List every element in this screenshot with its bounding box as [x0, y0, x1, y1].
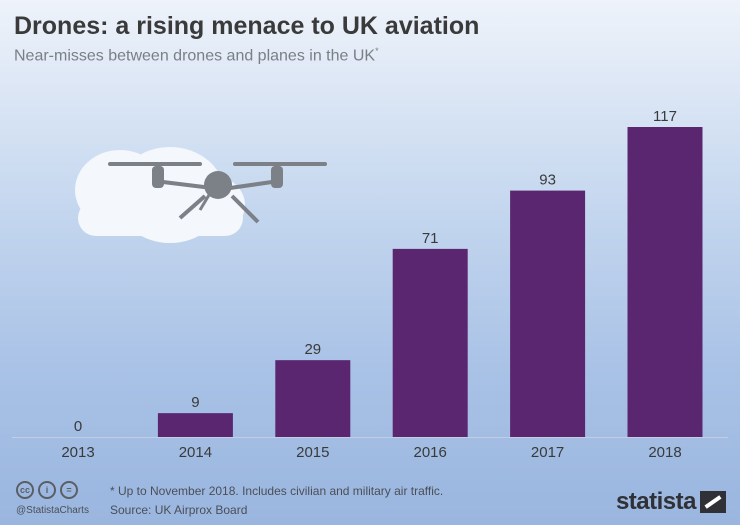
brand-name: statista	[615, 488, 697, 515]
value-label-2016: 71	[422, 230, 439, 247]
bar-2016	[392, 248, 468, 437]
attribution-icon: i	[38, 481, 56, 499]
subtitle-footnote-mark: *	[375, 46, 379, 56]
value-label-2014: 9	[191, 394, 199, 411]
tick-label-2014: 2014	[179, 444, 212, 461]
drone-icon	[108, 162, 327, 224]
footnote: * Up to November 2018. Includes civilian…	[110, 484, 444, 498]
subtitle-text: Near-misses between drones and planes in…	[14, 47, 376, 65]
tick-label-2013: 2013	[61, 444, 94, 461]
brand-mark-icon	[700, 491, 726, 513]
tick-label-2017: 2017	[531, 444, 564, 461]
chart-subtitle: Near-misses between drones and planes in…	[14, 46, 379, 65]
value-label-2013: 0	[74, 418, 82, 435]
bar-2014	[157, 413, 233, 437]
value-label-2017: 93	[539, 172, 556, 189]
bar-2018	[627, 127, 703, 437]
no-derivatives-icon: =	[60, 481, 78, 499]
cloud-illustration	[75, 147, 245, 243]
statista-logo: statista	[616, 488, 726, 516]
source-note: Source: UK Airprox Board	[110, 503, 248, 517]
tick-label-2016: 2016	[414, 444, 447, 461]
tick-label-2015: 2015	[296, 444, 329, 461]
value-label-2018: 117	[653, 108, 677, 125]
bar-chart: 0 2013 9 2014 29 2015 71 2016 93 2017 117 2018	[12, 108, 728, 461]
value-label-2015: 29	[304, 341, 321, 358]
license-icons: cc i =	[16, 481, 78, 499]
bar-2017	[510, 190, 586, 437]
bar-2015	[275, 360, 351, 437]
chart-title: Drones: a rising menace to UK aviation	[14, 12, 480, 40]
social-handle: @StatistaCharts	[16, 505, 89, 516]
creative-commons-icon: cc	[16, 481, 34, 499]
tick-label-2018: 2018	[648, 444, 681, 461]
